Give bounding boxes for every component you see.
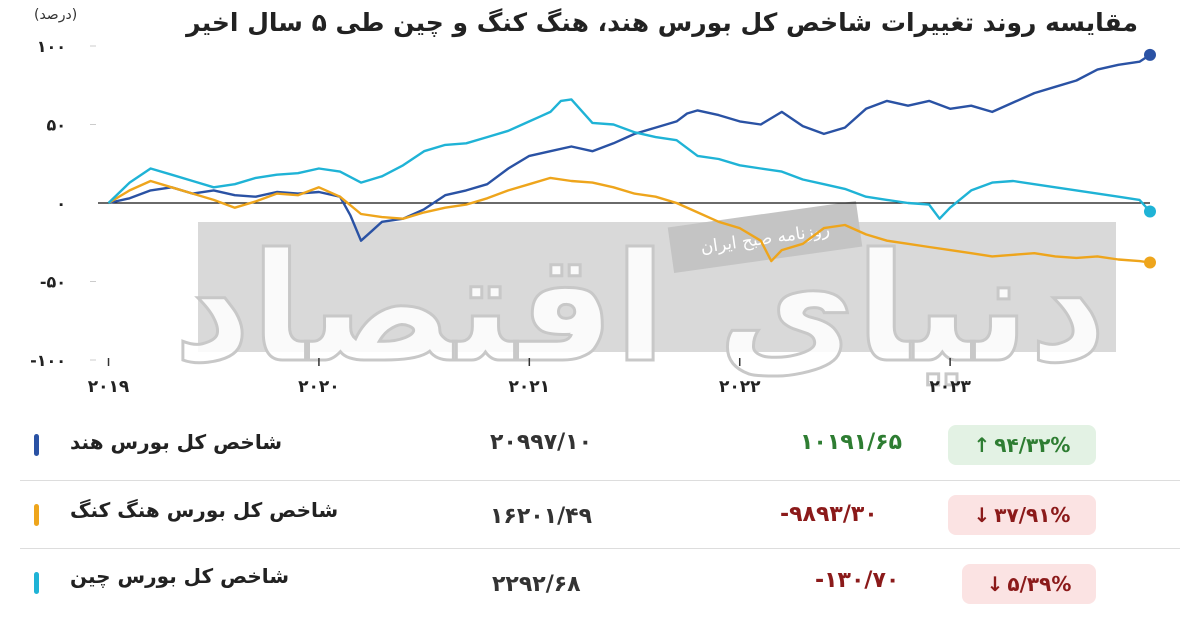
percent-badge: ↓ ۵/۳۹%	[962, 564, 1096, 604]
watermark-logo: دنیای اقتصاد	[174, 222, 1107, 396]
percent-badge: ↑ ۹۴/۳۲%	[948, 425, 1096, 465]
index-price: ۲۲۹۲/۶۸	[492, 572, 581, 597]
row-separator	[20, 480, 1180, 481]
x-tick-label: ۲۰۲۲	[719, 377, 761, 397]
percent-value: ۳۷/۹۱%	[994, 503, 1071, 527]
series-endpoint-hongkong	[1144, 256, 1156, 269]
index-name: شاخص کل بورس هند	[70, 430, 282, 454]
series-color-marker-hongkong	[34, 504, 39, 526]
watermark-band	[198, 222, 1116, 352]
y-tick-label: ۰	[56, 194, 66, 213]
y-tick-label: -۱۰۰	[30, 351, 66, 370]
series-color-marker-india	[34, 434, 39, 456]
series-line-hongkong	[107, 176, 1151, 264]
y-tick-label: ۵۰	[46, 116, 66, 135]
series-line-china	[107, 98, 1151, 220]
index-change: ۱۰۱۹۱/۶۵	[800, 430, 903, 455]
series-color-marker-china	[34, 572, 39, 594]
table-row-hongkong: شاخص کل بورس هنگ کنگ ۱۶۲۰۱/۴۹ -۹۸۹۳/۳۰ ↓…	[0, 482, 1200, 548]
series-endpoint-india	[1144, 48, 1156, 61]
index-change: -۱۳۰/۷۰	[815, 568, 900, 593]
index-name: شاخص کل بورس هنگ کنگ	[70, 498, 339, 522]
series-endpoints	[1144, 48, 1156, 269]
percent-badge: ↓ ۳۷/۹۱%	[948, 495, 1096, 535]
index-name: شاخص کل بورس چین	[70, 564, 289, 588]
x-tick-label: ۲۰۱۹	[88, 377, 130, 397]
table-row-china: شاخص کل بورس چین ۲۲۹۲/۶۸ -۱۳۰/۷۰ ↓ ۵/۳۹%	[0, 552, 1200, 618]
arrow-down-icon: ↓	[986, 572, 1004, 596]
x-tick-label: ۲۰۲۱	[509, 377, 551, 397]
table-row-india: شاخص کل بورس هند ۲۰۹۹۷/۱۰ ۱۰۱۹۱/۶۵ ↑ ۹۴/…	[0, 412, 1200, 478]
series-line-india	[108, 53, 1151, 242]
x-tick-label: ۲۰۲۰	[298, 377, 340, 397]
arrow-down-icon: ↓	[973, 503, 991, 527]
chart-title: مقایسه روند تغییرات شاخص کل بورس هند، هن…	[186, 8, 1138, 37]
row-separator	[20, 548, 1180, 549]
axes: ۱۰۰ ۵۰ ۰ -۵۰ -۱۰۰ ۲۰۱۹ ۲۰۲۰ ۲۰۲۱ ۲۰۲۲ ۲۰۲۳	[30, 37, 1150, 397]
arrow-up-icon: ↑	[973, 433, 991, 457]
watermark-caption-box	[667, 201, 863, 273]
y-unit-label: (درصد)	[34, 7, 78, 23]
y-tick-label: -۵۰	[40, 273, 66, 292]
line-chart: روزنامه صبح ایران دنیای اقتصاد ۱۰۰۵۰۰-۵۰…	[30, 37, 1156, 398]
x-tick-label: ۲۰۲۳	[929, 377, 971, 397]
y-tick-label: ۱۰۰	[37, 37, 66, 56]
index-change: -۹۸۹۳/۳۰	[780, 502, 878, 527]
percent-value: ۹۴/۳۲%	[994, 433, 1071, 457]
index-price: ۲۰۹۹۷/۱۰	[490, 430, 593, 455]
series-endpoint-china	[1144, 205, 1156, 218]
percent-value: ۵/۳۹%	[1007, 572, 1072, 596]
index-price: ۱۶۲۰۱/۴۹	[490, 504, 593, 529]
series-lines	[107, 53, 1151, 264]
